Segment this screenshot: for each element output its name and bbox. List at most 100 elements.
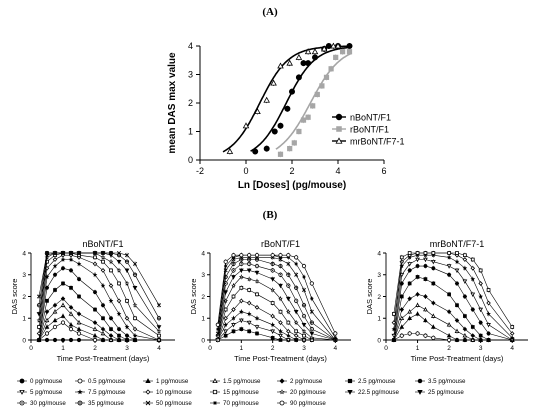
data-point: [117, 281, 121, 286]
series-line-6: [217, 270, 336, 341]
legend-b-marker: [347, 390, 353, 395]
data-point: [278, 296, 283, 301]
data-point: [311, 48, 319, 55]
data-point: [36, 294, 42, 299]
data-point: [399, 255, 404, 260]
data-point: [415, 331, 420, 336]
legend-b-label: 3.5 pg/mouse: [428, 378, 466, 385]
legend-b-label: 25 pg/mouse: [428, 389, 464, 396]
data-point-plus: [310, 320, 314, 325]
data-point: [399, 324, 405, 329]
data-point: [108, 259, 114, 264]
data-point: [239, 285, 244, 290]
y-tick-label: 1: [377, 316, 381, 323]
legend-b-marker: [279, 389, 285, 395]
series-line-8: [393, 252, 513, 334]
data-point: [462, 279, 468, 284]
data-point: [447, 251, 451, 255]
data-point: [278, 328, 283, 334]
data-point: [93, 307, 97, 312]
data-point: [391, 326, 397, 332]
data-point: [296, 128, 302, 135]
data-point: [330, 42, 337, 49]
data-point: [446, 272, 452, 277]
data-point: [478, 268, 483, 273]
data-point: [339, 49, 346, 55]
data-point-dot: [248, 263, 250, 265]
data-point: [301, 263, 307, 269]
data-point: [328, 66, 334, 72]
data-point: [310, 296, 314, 301]
series-line-3: [217, 300, 336, 341]
legend-b-marker-plus: [78, 401, 82, 405]
data-point: [423, 333, 428, 338]
data-point: [108, 337, 114, 342]
data-point: [323, 74, 330, 80]
data-point: [423, 317, 428, 323]
y-axis-title: mean DAS max value: [167, 52, 178, 154]
data-point: [470, 325, 475, 329]
data-point: [215, 322, 220, 327]
x-axis-title: Time Post-Treatment (days): [411, 354, 504, 363]
series-line-0: [393, 333, 513, 341]
legend-b-label: 2 pg/mouse: [290, 378, 323, 385]
data-point: [60, 302, 66, 307]
data-point: [37, 325, 41, 329]
data-point: [446, 322, 452, 327]
data-point: [430, 324, 436, 329]
data-point: [116, 327, 122, 331]
data-point: [100, 254, 106, 260]
x-axis-title: Ln [Doses] (pg/mouse): [238, 180, 346, 191]
data-point: [423, 251, 428, 255]
data-point: [101, 259, 105, 264]
data-point: [486, 300, 491, 306]
data-point: [52, 250, 58, 256]
data-point: [76, 250, 82, 256]
legend-marker: [336, 126, 342, 132]
data-point-plus: [286, 273, 291, 277]
chart-title: mrBoNT/F7-1: [430, 239, 485, 249]
data-point: [132, 338, 138, 342]
data-point: [124, 253, 130, 258]
legend-b-label: 50 pg/mouse: [156, 400, 192, 407]
data-point: [60, 320, 66, 325]
data-point: [44, 324, 50, 329]
data-point: [263, 96, 270, 103]
data-point: [238, 309, 244, 314]
data-point: [301, 328, 307, 334]
y-tick-label: 2: [188, 98, 193, 108]
data-point: [431, 251, 436, 255]
data-point: [252, 148, 259, 155]
data-point: [277, 62, 284, 69]
data-point: [278, 253, 283, 258]
data-point: [431, 335, 436, 340]
data-point: [109, 327, 113, 331]
data-point-dot: [256, 265, 258, 267]
data-point-plus: [231, 262, 236, 266]
data-point: [286, 253, 291, 258]
data-point: [454, 318, 460, 323]
data-point: [239, 298, 244, 304]
data-point: [478, 294, 484, 299]
data-point: [76, 331, 82, 336]
fit-curve-1: [275, 52, 353, 150]
data-point: [239, 253, 244, 258]
x-tick-label: 3: [479, 345, 483, 352]
data-point: [446, 309, 452, 314]
series-line-2: [217, 311, 336, 341]
data-point: [247, 329, 252, 334]
data-point: [116, 311, 122, 316]
data-point: [399, 333, 404, 338]
data-point-dot: [295, 300, 297, 302]
data-point-plus: [270, 262, 275, 266]
data-point: [407, 251, 412, 255]
data-point: [309, 331, 315, 336]
data-point: [486, 323, 491, 328]
x-tick-label: 1: [61, 345, 65, 352]
data-point: [277, 151, 284, 157]
data-point: [470, 276, 476, 282]
data-point: [430, 259, 436, 265]
data-point: [278, 333, 283, 339]
series-line-7: [393, 254, 513, 339]
data-point: [133, 316, 137, 321]
